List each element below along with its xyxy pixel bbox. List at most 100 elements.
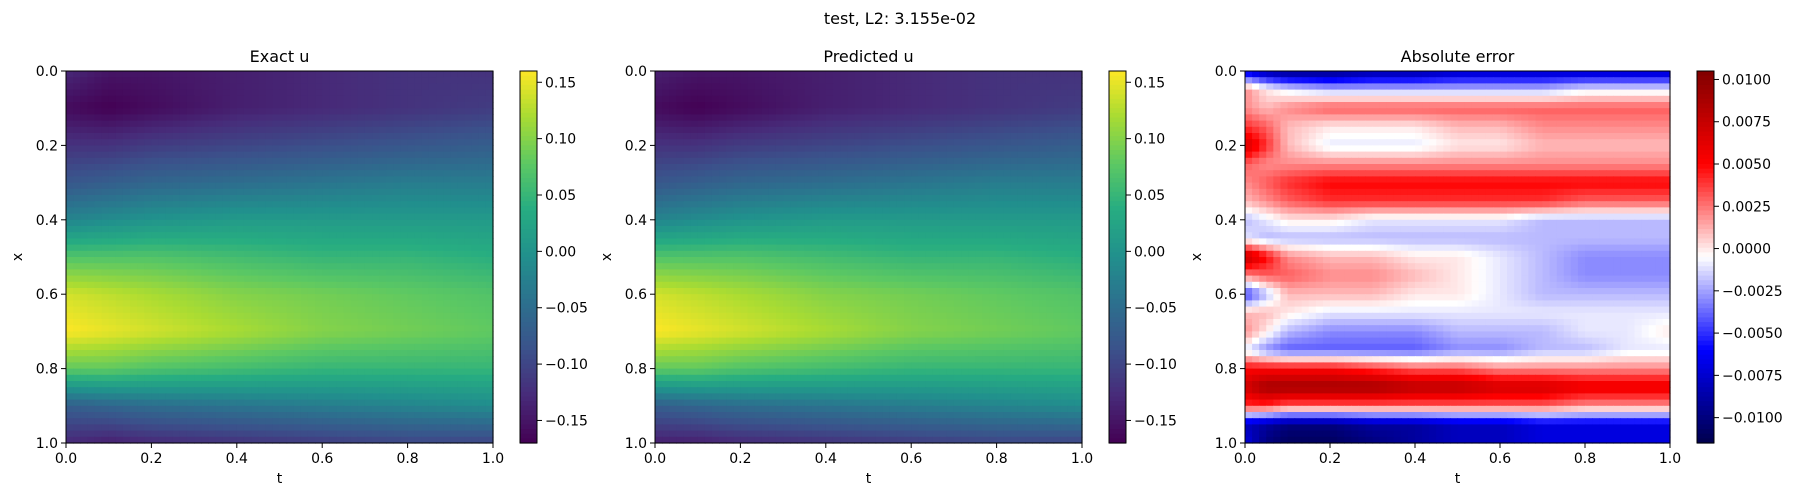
heatmap-cell [350,114,359,122]
heatmap-cell [407,381,416,388]
heatmap-cell [343,312,352,320]
heatmap-cell [968,95,976,103]
heatmap-cell [172,294,181,301]
heatmap-cell [322,325,330,332]
heatmap-cell [158,356,167,363]
heatmap-cell [272,294,281,301]
heatmap-cell [229,312,238,320]
heatmap-cell [911,145,919,153]
heatmap-cell [236,300,245,308]
heatmap-cell [201,95,209,103]
heatmap-cell [229,288,238,295]
heatmap-cell [329,356,338,363]
heatmap-cell [421,319,430,326]
heatmap-cell [989,114,998,122]
heatmap-cell [847,114,855,122]
heatmap-cell [279,399,288,407]
heatmap-cell [704,89,713,97]
heatmap-cell [201,170,209,177]
heatmap-cell [1017,114,1026,122]
heatmap-cell [186,83,195,91]
heatmap-cell [357,306,366,314]
heatmap-cell [229,244,238,252]
heatmap-cell [322,133,330,140]
heatmap-cell [87,424,96,432]
heatmap-cell [407,331,416,339]
heatmap-cell [364,232,373,239]
heatmap-cell [229,430,238,438]
heatmap-cell [421,195,430,202]
heatmap-cell [222,430,231,438]
heatmap-cell [379,393,387,401]
heatmap-cell [108,201,117,208]
heatmap-cell [286,368,295,376]
heatmap-cell [790,164,798,171]
heatmap-cell [258,306,266,314]
heatmap-cell [87,77,96,84]
heatmap-cell [925,182,934,190]
heatmap-cell [1067,188,1076,196]
heatmap-cell [946,157,955,165]
heatmap-cell [896,145,905,153]
heatmap-cell [222,250,231,258]
heatmap-cell [300,226,309,233]
heatmap-cell [151,275,160,283]
heatmap-cell [832,176,841,184]
heatmap-cell [953,151,962,159]
heatmap-cell [130,362,138,370]
heatmap-cell [94,281,103,289]
heatmap-cell [421,89,430,97]
heatmap-cell [847,71,855,78]
heatmap-cell [322,126,330,134]
heatmap-cell [1032,114,1040,122]
heatmap-cell [704,170,713,177]
heatmap-cell [775,139,784,146]
heatmap-cell [754,182,763,190]
heatmap-cell [464,188,473,196]
heatmap-cell [236,430,245,438]
heatmap-cell [471,182,480,190]
heatmap-cell [1074,102,1083,109]
heatmap-cell [904,89,912,97]
heatmap-cell [322,244,330,252]
heatmap-cell [307,275,316,283]
heatmap-cell [768,126,777,134]
heatmap-cell [115,151,124,159]
heatmap-cell [818,195,827,202]
heatmap-cell [322,170,330,177]
heatmap-cell [847,83,855,91]
heatmap-cell [194,226,202,233]
heatmap-cell [436,207,444,215]
heatmap-cell [407,393,416,401]
heatmap-cell [911,83,919,91]
heatmap-cell [243,145,252,153]
heatmap-cell [101,182,110,190]
heatmap-cell [272,89,281,97]
heatmap-cell [215,207,224,215]
heatmap-cell [322,250,330,258]
heatmap-cell [896,71,905,78]
heatmap-cell [73,281,81,289]
heatmap-cell [222,312,231,320]
heatmap-cell [165,201,174,208]
heatmap-cell [428,176,437,184]
heatmap-cell [194,219,202,227]
heatmap-cell [201,306,209,314]
heatmap-cell [932,102,941,109]
heatmap-cell [87,89,96,97]
heatmap-cell [130,275,138,283]
heatmap-cell [768,133,777,140]
heatmap-cell [300,102,309,109]
heatmap-cell [704,164,713,171]
heatmap-cell [882,108,891,115]
heatmap-cell [790,71,798,78]
heatmap-cell [733,126,741,134]
heatmap-cell [1010,95,1019,103]
heatmap-cell [436,356,444,363]
heatmap-cell [421,418,430,425]
heatmap-cell [761,182,770,190]
heatmap-cell [1046,126,1055,134]
heatmap-cell [847,170,855,177]
heatmap-cell [144,399,152,407]
heatmap-cell [457,89,466,97]
